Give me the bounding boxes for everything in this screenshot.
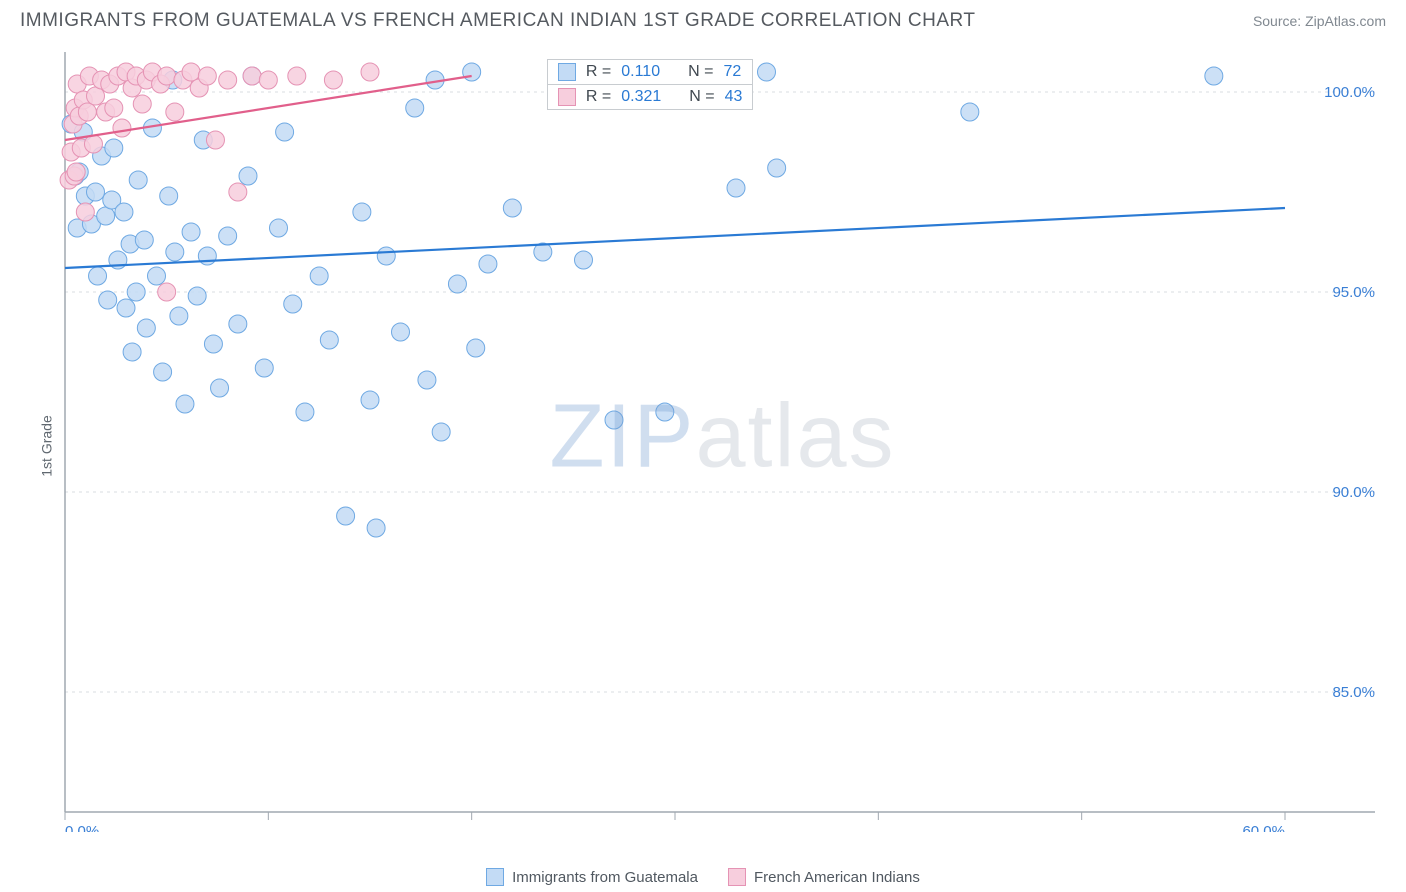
svg-text:100.0%: 100.0% — [1324, 84, 1375, 101]
stat-r-value: 0.321 — [621, 88, 661, 106]
stat-n-value: 43 — [725, 88, 743, 106]
stat-swatch — [558, 63, 576, 81]
legend-label-french-indian: French American Indians — [754, 869, 920, 886]
svg-text:95.0%: 95.0% — [1332, 284, 1375, 301]
svg-text:90.0%: 90.0% — [1332, 484, 1375, 501]
svg-text:60.0%: 60.0% — [1242, 823, 1285, 832]
bottom-legend: Immigrants from Guatemala French America… — [0, 868, 1406, 886]
stat-n-label: N = — [688, 63, 713, 81]
source-label: Source: ZipAtlas.com — [1253, 13, 1386, 29]
svg-text:85.0%: 85.0% — [1332, 684, 1375, 701]
header: IMMIGRANTS FROM GUATEMALA VS FRENCH AMER… — [0, 0, 1406, 36]
stat-row: R = 0.110 N = 72 — [547, 59, 754, 85]
stat-n-value: 72 — [723, 63, 741, 81]
svg-text:0.0%: 0.0% — [65, 823, 99, 832]
chart-area: 85.0%90.0%95.0%100.0%0.0%60.0% ZIPatlas … — [55, 42, 1390, 832]
stat-swatch — [558, 88, 576, 106]
stat-box: R = 0.110 N = 72 R = 0.321 N = 43 — [547, 60, 754, 110]
legend-swatch-guatemala — [486, 868, 504, 886]
stat-row: R = 0.321 N = 43 — [547, 84, 754, 110]
legend-item-guatemala: Immigrants from Guatemala — [486, 868, 698, 886]
stat-r-value: 0.110 — [621, 63, 660, 81]
scatter-chart: 85.0% 90.0% 95.0% 100.0% 0.0% 60.0% — [55, 42, 1390, 832]
y-axis-label: 1st Grade — [39, 415, 55, 476]
chart-title: IMMIGRANTS FROM GUATEMALA VS FRENCH AMER… — [20, 10, 975, 32]
stat-r-label: R = — [586, 63, 611, 81]
stat-n-label: N = — [689, 88, 714, 106]
stat-r-label: R = — [586, 88, 611, 106]
legend-swatch-french-indian — [728, 868, 746, 886]
legend-item-french-indian: French American Indians — [728, 868, 920, 886]
legend-label-guatemala: Immigrants from Guatemala — [512, 869, 698, 886]
